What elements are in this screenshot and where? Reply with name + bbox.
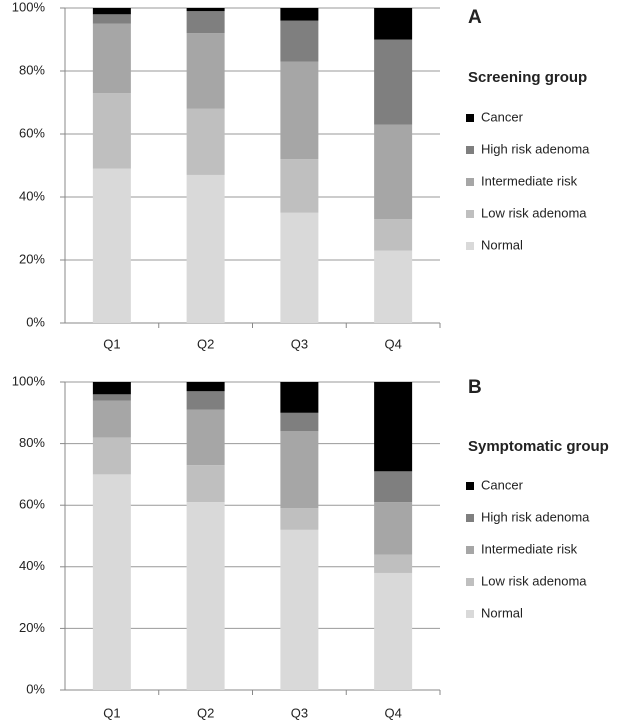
bar-segment xyxy=(280,412,319,432)
bar-segment xyxy=(374,39,413,125)
y-tick-label: 20% xyxy=(19,251,45,266)
bar-segment xyxy=(280,382,319,413)
x-tick-label: Q2 xyxy=(197,705,214,720)
x-tick-label: Q3 xyxy=(291,705,308,720)
y-tick-label: 100% xyxy=(12,0,46,14)
legend-label: High risk adenoma xyxy=(481,141,590,156)
y-tick-label: 0% xyxy=(26,314,45,329)
x-tick-label: Q2 xyxy=(197,336,214,351)
x-tick-label: Q1 xyxy=(103,336,120,351)
x-tick-label: Q4 xyxy=(384,705,401,720)
x-tick-label: Q1 xyxy=(103,705,120,720)
bar-segment xyxy=(280,8,319,21)
bar-segment xyxy=(186,108,225,175)
bar-segment xyxy=(92,474,131,690)
legend-label: Cancer xyxy=(481,109,524,124)
y-tick-label: 20% xyxy=(19,620,45,635)
y-tick-label: 0% xyxy=(26,681,45,696)
bar-segment xyxy=(374,219,413,251)
bar-segment xyxy=(186,409,225,466)
legend-swatch xyxy=(466,482,474,490)
bar-segment xyxy=(92,14,131,24)
bar-segment xyxy=(186,465,225,503)
legend-label: Low risk adenoma xyxy=(481,573,587,588)
legend-title: Symptomatic group xyxy=(468,438,609,455)
x-tick-label: Q3 xyxy=(291,336,308,351)
legend-label: Normal xyxy=(481,237,523,252)
bar-segment xyxy=(374,124,413,220)
bar-segment xyxy=(280,431,319,509)
legend-label: High risk adenoma xyxy=(481,509,590,524)
y-tick-label: 80% xyxy=(19,62,45,77)
bar-segment xyxy=(280,529,319,690)
y-tick-label: 100% xyxy=(12,373,46,388)
y-tick-label: 40% xyxy=(19,188,45,203)
x-tick-label: Q4 xyxy=(384,336,401,351)
bar-segment xyxy=(92,93,131,169)
legend-label: Cancer xyxy=(481,477,524,492)
y-tick-label: 40% xyxy=(19,558,45,573)
panel-label: B xyxy=(468,377,482,398)
bar-segment xyxy=(374,382,413,472)
bar-segment xyxy=(92,437,131,475)
bar-segment xyxy=(186,8,225,12)
bar-segment xyxy=(92,394,131,401)
bar-segment xyxy=(186,502,225,690)
bar-segment xyxy=(92,23,131,94)
legend-swatch xyxy=(466,210,474,218)
bar-segment xyxy=(186,391,225,410)
bar-segment xyxy=(374,502,413,555)
legend-swatch xyxy=(466,178,474,186)
bar-segment xyxy=(186,174,225,323)
bar-segment xyxy=(280,212,319,323)
bar-segment xyxy=(374,471,413,503)
y-tick-label: 60% xyxy=(19,497,45,512)
bar-segment xyxy=(280,508,319,530)
bar-segment xyxy=(92,382,131,395)
bar-segment xyxy=(186,11,225,34)
bar-segment xyxy=(186,382,225,392)
legend-swatch xyxy=(466,146,474,154)
legend-label: Intermediate risk xyxy=(481,173,578,188)
legend-label: Intermediate risk xyxy=(481,541,578,556)
legend-label: Normal xyxy=(481,605,523,620)
legend-label: Low risk adenoma xyxy=(481,205,587,220)
panel-label: A xyxy=(468,7,482,28)
bar-segment xyxy=(280,61,319,160)
bar-segment xyxy=(374,572,413,690)
legend-swatch xyxy=(466,578,474,586)
y-tick-label: 80% xyxy=(19,435,45,450)
bar-segment xyxy=(374,8,413,40)
legend-swatch xyxy=(466,546,474,554)
bar-segment xyxy=(280,20,319,62)
bar-segment xyxy=(280,159,319,213)
legend-swatch xyxy=(466,610,474,618)
bar-segment xyxy=(92,168,131,323)
legend-title: Screening group xyxy=(468,69,587,86)
bar-segment xyxy=(374,554,413,573)
legend-swatch xyxy=(466,114,474,122)
bar-segment xyxy=(92,8,131,15)
bar-segment xyxy=(186,33,225,109)
y-tick-label: 60% xyxy=(19,125,45,140)
legend-swatch xyxy=(466,242,474,250)
legend-swatch xyxy=(466,514,474,522)
bar-segment xyxy=(92,400,131,438)
bar-segment xyxy=(374,250,413,323)
